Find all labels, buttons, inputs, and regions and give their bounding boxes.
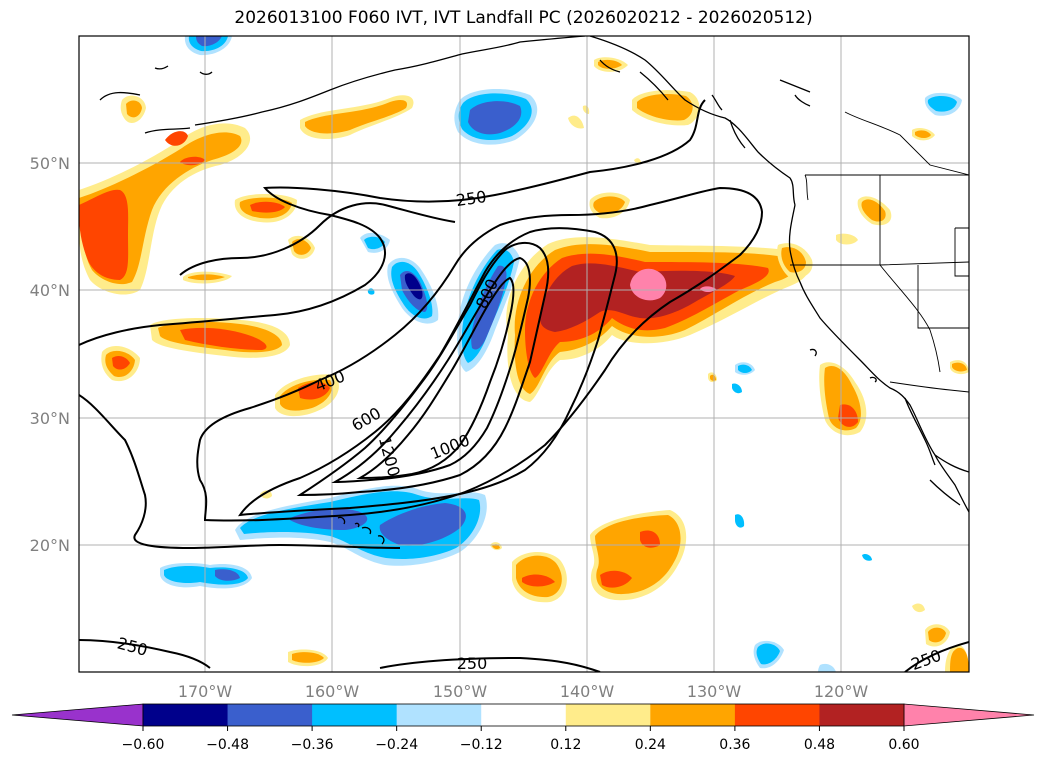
colorbar-segment bbox=[650, 704, 736, 726]
colorbar-tick-label: −0.12 bbox=[460, 737, 503, 753]
colorbar-segment bbox=[227, 704, 313, 726]
contour-label: 250 bbox=[457, 654, 488, 673]
contour-250-s bbox=[379, 656, 601, 672]
colorbar-segment bbox=[481, 704, 567, 726]
contour-1000 bbox=[331, 256, 531, 484]
positive-shading bbox=[79, 57, 969, 672]
colorbar-tick-label: 0.60 bbox=[888, 737, 919, 753]
colorbar-segment bbox=[565, 704, 651, 726]
lon-label: 140°W bbox=[560, 682, 615, 701]
contour-250-north bbox=[79, 99, 706, 346]
lon-label: 130°W bbox=[687, 682, 742, 701]
alaska-coast bbox=[99, 36, 586, 134]
colorbar-tick-label: −0.36 bbox=[291, 737, 334, 753]
contour-250-sw bbox=[79, 639, 211, 669]
colorbar: −0.60 −0.48 −0.36 −0.24 −0.12 0.12 0.24 0.36 0.4… bbox=[11, 703, 1035, 753]
lon-label: 120°W bbox=[814, 682, 869, 701]
contour-800 bbox=[296, 242, 550, 497]
colorbar-tick-label: 0.48 bbox=[804, 737, 835, 753]
graticule bbox=[79, 36, 969, 672]
contour-1200 bbox=[356, 276, 515, 480]
colorbar-tick-label: −0.60 bbox=[122, 737, 165, 753]
latitude-labels: 50°N 40°N 30°N 20°N bbox=[30, 154, 70, 555]
contour-400 bbox=[196, 186, 764, 522]
colorbar-tick-label: 0.36 bbox=[719, 737, 750, 753]
colorbar-tick-label: −0.48 bbox=[206, 737, 249, 753]
colorbar-segment bbox=[734, 704, 820, 726]
contour-600 bbox=[237, 227, 618, 517]
lat-label: 50°N bbox=[30, 154, 70, 173]
lat-label: 40°N bbox=[30, 281, 70, 300]
map-frame bbox=[78, 35, 970, 673]
lat-label: 20°N bbox=[30, 536, 70, 555]
contour-250-se bbox=[904, 641, 969, 672]
colorbar-segment bbox=[396, 704, 482, 726]
lon-label: 150°W bbox=[433, 682, 488, 701]
colorbar-tick-label: 0.24 bbox=[635, 737, 666, 753]
na-west-coast bbox=[788, 204, 969, 513]
contour-label: 250 bbox=[455, 187, 488, 210]
colorbar-frame bbox=[142, 703, 905, 727]
coastlines bbox=[99, 36, 969, 545]
longitude-labels: 170°W 160°W 150°W 140°W 130°W 120°W bbox=[178, 682, 869, 701]
colorbar-left-arrow bbox=[11, 703, 144, 727]
colorbar-tick-label: −0.24 bbox=[375, 737, 418, 753]
negative-shading bbox=[160, 36, 962, 672]
political-borders bbox=[790, 111, 969, 393]
colorbar-segment bbox=[143, 704, 229, 726]
colorbar-segment bbox=[819, 704, 905, 726]
lon-label: 160°W bbox=[305, 682, 360, 701]
map-title: 2026013100 F060 IVT, IVT Landfall PC (20… bbox=[234, 8, 813, 28]
ivt-contours bbox=[79, 99, 969, 672]
lat-label: 30°N bbox=[30, 409, 70, 428]
colorbar-right-arrow bbox=[903, 703, 1035, 727]
map-area: 250 400 600 800 1000 1200 250 250 250 bbox=[79, 36, 969, 673]
colorbar-tick-label: 0.12 bbox=[550, 737, 581, 753]
lon-label: 170°W bbox=[178, 682, 233, 701]
colorbar-segment bbox=[312, 704, 398, 726]
